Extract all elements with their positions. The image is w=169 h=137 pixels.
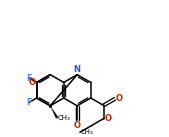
Text: CH₃: CH₃ xyxy=(58,115,71,121)
Text: N: N xyxy=(74,65,81,74)
Text: F: F xyxy=(27,74,32,83)
Polygon shape xyxy=(50,106,58,119)
Text: F: F xyxy=(27,98,32,107)
Text: CH₃: CH₃ xyxy=(81,129,93,135)
Text: O: O xyxy=(74,121,81,130)
Text: O: O xyxy=(29,78,36,87)
Text: O: O xyxy=(116,94,123,103)
Text: O: O xyxy=(104,114,111,123)
